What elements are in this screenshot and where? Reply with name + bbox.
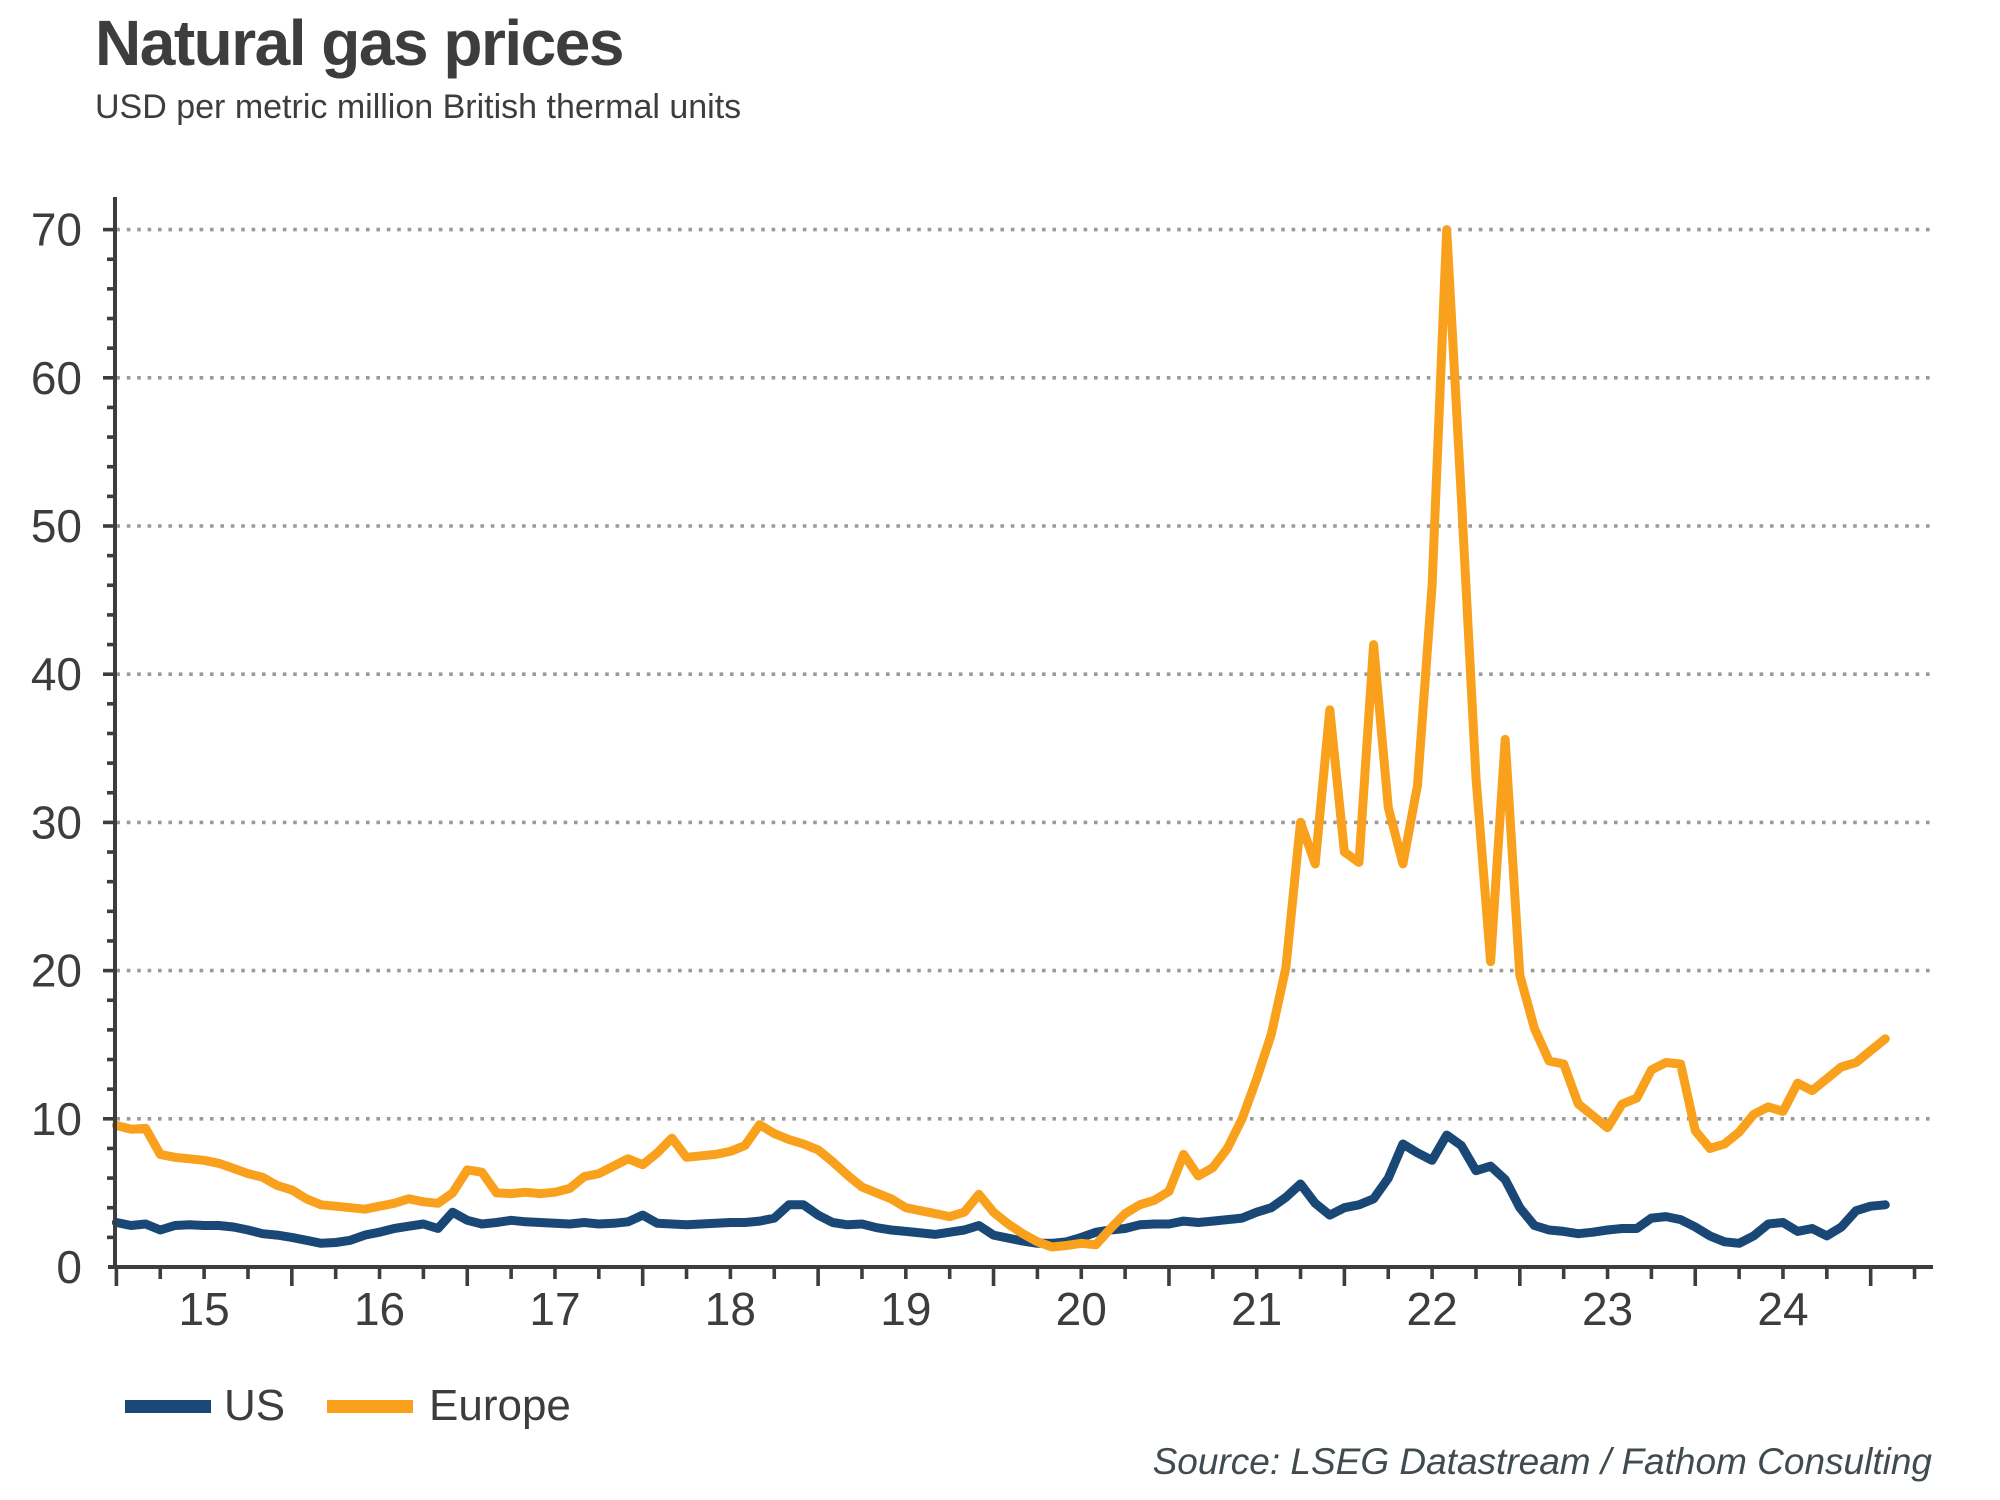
legend-label-europe: Europe	[429, 1381, 571, 1430]
y-axis-tick-label: 60	[31, 352, 82, 404]
legend-item-us: US	[125, 1381, 285, 1431]
x-axis-tick-label: 18	[705, 1283, 756, 1335]
legend-label-us: US	[224, 1381, 286, 1430]
y-axis-tick-label: 20	[31, 945, 82, 997]
x-axis-tick-label: 19	[880, 1283, 931, 1335]
y-axis-tick-label: 50	[31, 500, 82, 552]
legend-item-europe: Europe	[327, 1381, 571, 1431]
x-axis-tick-label: 21	[1231, 1283, 1282, 1335]
us-line-swatch	[125, 1399, 211, 1413]
source-note: Source: LSEG Datastream / Fathom Consult…	[1152, 1441, 1932, 1482]
x-axis-tick-label: 22	[1407, 1283, 1458, 1335]
series-line-us	[111, 1130, 1890, 1248]
x-axis-tick-label: 17	[529, 1283, 580, 1335]
chart-subtitle: USD per metric million British thermal u…	[95, 88, 742, 126]
x-axis-tick-label: 15	[179, 1283, 230, 1335]
europe-line-swatch	[327, 1399, 413, 1413]
chart-title: Natural gas prices	[95, 7, 624, 79]
y-axis-tick-label: 40	[31, 648, 82, 700]
y-axis-tick-label: 0	[56, 1241, 82, 1293]
series-line-europe	[111, 225, 1890, 1252]
x-axis-tick-label: 24	[1757, 1283, 1808, 1335]
y-axis-tick-label: 30	[31, 796, 82, 848]
y-axis-tick-label: 70	[31, 204, 82, 256]
y-axis-tick-label: 10	[31, 1093, 82, 1145]
x-axis-tick-label: 16	[354, 1283, 405, 1335]
x-axis-tick-label: 23	[1582, 1283, 1633, 1335]
x-axis-tick-label: 20	[1056, 1283, 1107, 1335]
